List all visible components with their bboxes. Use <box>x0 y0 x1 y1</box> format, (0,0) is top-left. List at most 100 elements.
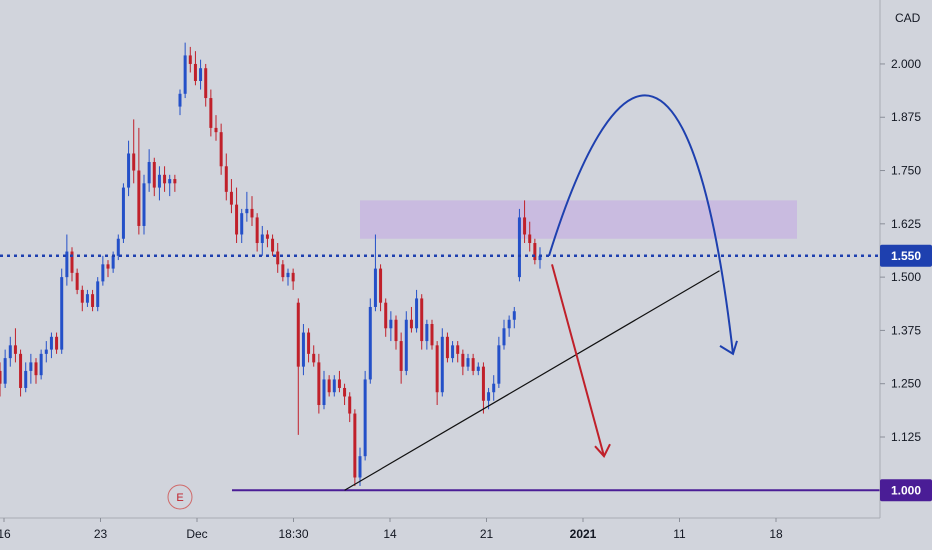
candle-body <box>337 379 341 388</box>
candle-body <box>430 324 434 346</box>
candle-body <box>142 183 146 226</box>
candle-body <box>343 387 347 397</box>
projected-drop-arrow <box>551 264 605 457</box>
candle-body <box>3 358 7 384</box>
time-axis[interactable]: 16 23 Dec 18:30 14 21 2021 11 18 <box>0 518 783 541</box>
candle-body <box>528 234 532 244</box>
candle-body <box>168 179 172 184</box>
candle-body <box>250 208 254 218</box>
candle-body <box>440 336 444 393</box>
x-tick-label: 14 <box>383 527 397 541</box>
candle-body <box>65 251 69 278</box>
candle-body <box>389 319 393 329</box>
candle-body <box>183 55 187 94</box>
candle-body <box>394 319 398 342</box>
candle-body <box>121 187 125 239</box>
candle-body <box>13 345 17 354</box>
candle-body <box>533 243 537 261</box>
candle-body <box>255 217 259 244</box>
candle-body <box>34 362 38 376</box>
y-tick-label: 1.625 <box>891 217 921 231</box>
candle-body <box>517 217 521 278</box>
candle-body <box>39 353 43 376</box>
candle-body <box>8 345 12 359</box>
earnings-badge-letter: E <box>176 492 183 504</box>
x-tick-label: 18:30 <box>278 527 308 541</box>
current-price-marker <box>880 244 932 267</box>
candle-body <box>523 217 527 235</box>
blue-arrowhead-icon <box>719 340 738 356</box>
candle-body <box>512 311 516 320</box>
red-arrowhead-icon <box>594 443 611 458</box>
candle-body <box>0 370 2 384</box>
candle-body <box>420 298 424 342</box>
price-axis[interactable]: 2.000 1.875 1.750 1.625 1.500 1.375 1.250 1.125 <box>880 57 921 444</box>
candle-body <box>373 268 377 307</box>
currency-label: CAD <box>895 11 921 25</box>
candle-body <box>199 68 203 82</box>
candle-body <box>384 302 388 329</box>
candle-body <box>322 379 326 406</box>
candle-body <box>75 272 79 290</box>
candle-body <box>291 272 295 282</box>
candle-body <box>481 366 485 401</box>
candle-body <box>204 68 208 99</box>
candle-body <box>502 328 506 346</box>
candle-body <box>358 456 362 478</box>
candle-body <box>85 294 89 303</box>
candle-body <box>147 162 151 184</box>
candle-body <box>229 191 233 205</box>
x-tick-label: Dec <box>186 527 207 541</box>
support-price-label: 1.000 <box>891 483 921 497</box>
earnings-badge[interactable]: E <box>167 484 193 510</box>
candle-body <box>188 55 192 64</box>
candle-body <box>476 366 480 371</box>
resistance-zone <box>360 200 797 239</box>
candle-body <box>404 319 408 371</box>
support-price-marker <box>880 479 932 502</box>
candle-body <box>307 332 311 354</box>
candle-body <box>435 345 439 393</box>
candle-body <box>538 255 542 261</box>
x-tick-label: 11 <box>673 527 686 541</box>
ascending-trendline <box>344 270 720 491</box>
candle-body <box>332 379 336 393</box>
x-tick-label: 16 <box>0 527 11 541</box>
candle-body <box>281 264 285 278</box>
candle-body <box>152 162 156 188</box>
candle-body <box>80 289 84 303</box>
candle-body <box>348 396 352 414</box>
earnings-badge-circle <box>167 484 193 510</box>
candle-body <box>29 362 33 371</box>
candle-body <box>224 166 228 192</box>
current-price-label: 1.550 <box>891 249 921 263</box>
candle-body <box>19 353 23 388</box>
candle-body <box>415 298 419 329</box>
candle-body <box>55 336 59 350</box>
candle-body <box>163 174 167 184</box>
candle-body <box>461 353 465 367</box>
candle-body <box>193 63 197 82</box>
candle-body <box>327 379 331 393</box>
x-tick-label: 2021 <box>570 527 597 541</box>
candle-body <box>235 204 239 235</box>
candle-body <box>60 277 64 350</box>
candle-body <box>451 345 455 359</box>
candle-body <box>49 336 53 350</box>
candle-body <box>70 251 74 273</box>
candle-body <box>409 319 413 329</box>
candle-body <box>271 238 275 252</box>
candle-body <box>219 132 223 167</box>
candle-body <box>101 264 105 282</box>
candle-body <box>487 392 491 401</box>
candle-body <box>492 383 496 393</box>
candle-body <box>44 349 48 354</box>
candle-body <box>214 127 218 133</box>
candle-body <box>466 358 470 367</box>
candles-group <box>0 42 542 487</box>
x-tick-label: 23 <box>94 527 108 541</box>
y-tick-label: 2.000 <box>891 57 921 71</box>
candle-body <box>363 379 367 457</box>
